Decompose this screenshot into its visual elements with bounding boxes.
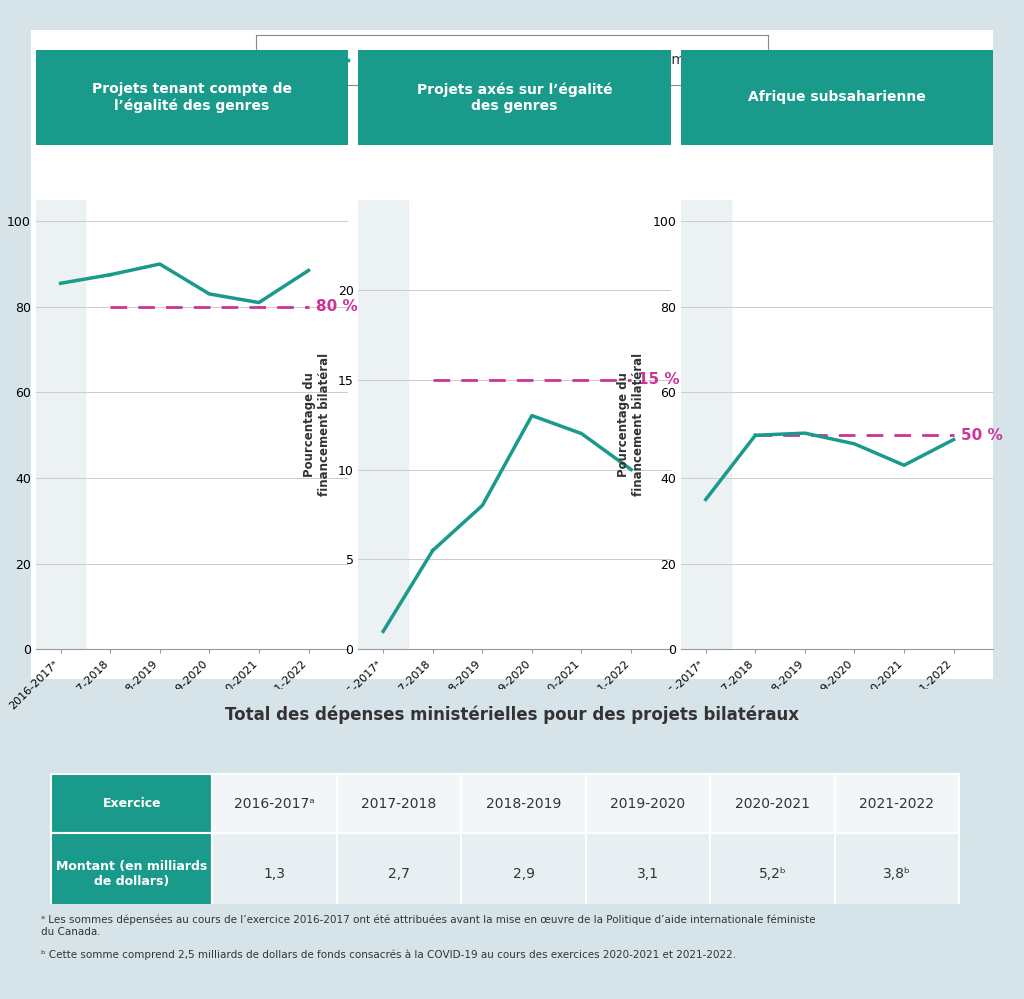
Text: 15 %: 15 % [639,372,680,388]
Text: 3,8ᵇ: 3,8ᵇ [883,866,910,880]
Text: 2,9: 2,9 [513,866,535,880]
FancyBboxPatch shape [586,774,711,833]
Text: 2020-2021: 2020-2021 [735,796,810,810]
Text: Exercice: Exercice [102,797,161,810]
FancyBboxPatch shape [711,833,835,914]
FancyBboxPatch shape [337,833,461,914]
FancyBboxPatch shape [461,774,586,833]
Text: Pourcentage réel: Pourcentage réel [364,53,481,67]
Text: 2019-2020: 2019-2020 [610,796,685,810]
Text: Projets tenant compte de
l’égalité des genres: Projets tenant compte de l’égalité des g… [92,82,292,113]
Text: Total des dépenses ministérielles pour des projets bilatéraux: Total des dépenses ministérielles pour d… [225,705,799,724]
Text: 5,2ᵇ: 5,2ᵇ [759,866,786,880]
FancyBboxPatch shape [337,774,461,833]
FancyBboxPatch shape [835,833,958,914]
Bar [681,200,730,649]
Bar [358,200,408,649]
Text: 2016-2017ᵃ: 2016-2017ᵃ [234,796,315,810]
FancyBboxPatch shape [51,833,212,914]
FancyBboxPatch shape [51,774,212,833]
Text: 2017-2018: 2017-2018 [361,796,436,810]
X-axis label: Exercice: Exercice [163,722,221,735]
FancyBboxPatch shape [461,833,586,914]
Y-axis label: Pourcentage du
financement bilatéral: Pourcentage du financement bilatéral [303,353,331,497]
X-axis label: Exercice: Exercice [485,722,544,735]
Text: ᵃ Les sommes dépensées au cours de l’exercice 2016-2017 ont été attribuées avant: ᵃ Les sommes dépensées au cours de l’exe… [41,915,815,937]
Text: Montant (en milliards
de dollars): Montant (en milliards de dollars) [56,859,208,887]
Text: Engagement: Engagement [620,53,709,67]
FancyBboxPatch shape [835,774,958,833]
Text: 2,7: 2,7 [388,866,410,880]
Bar [36,200,85,649]
Text: 1,3: 1,3 [264,866,286,880]
Text: 2021-2022: 2021-2022 [859,796,934,810]
FancyBboxPatch shape [711,774,835,833]
Text: 2018-2019: 2018-2019 [485,796,561,810]
Y-axis label: Pourcentage du
financement bilatéral: Pourcentage du financement bilatéral [617,353,645,497]
Text: Afrique subsaharienne: Afrique subsaharienne [749,90,926,105]
FancyBboxPatch shape [586,833,711,914]
Text: Projets axés sur l’égalité
des genres: Projets axés sur l’égalité des genres [417,82,612,113]
Text: ᵇ Cette somme comprend 2,5 milliards de dollars de fonds consacrés à la COVID-19: ᵇ Cette somme comprend 2,5 milliards de … [41,949,736,960]
Text: 50 %: 50 % [962,428,1002,443]
Text: 80 %: 80 % [316,300,357,315]
FancyBboxPatch shape [212,774,337,833]
FancyBboxPatch shape [212,833,337,914]
X-axis label: Exercice: Exercice [808,722,866,735]
Text: 3,1: 3,1 [637,866,658,880]
